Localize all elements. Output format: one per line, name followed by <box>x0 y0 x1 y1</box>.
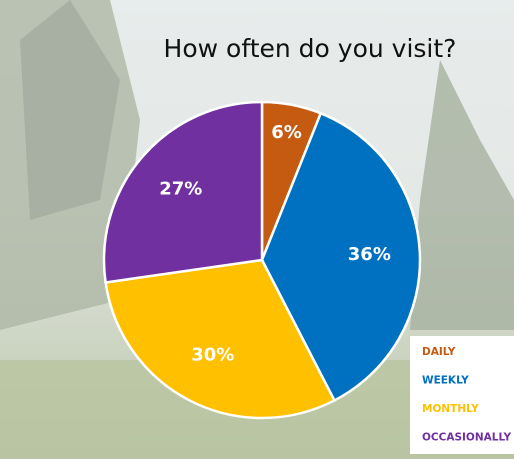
data-label: 6% <box>271 122 302 143</box>
legend: DAILY WEEKLY MONTHLY OCCASIONALLY <box>410 336 514 454</box>
pie: 6% 36% 30% 27% <box>102 100 422 420</box>
pie-slice <box>260 111 422 403</box>
legend-label: OCCASIONALLY <box>422 432 512 444</box>
chart-title: How often do you visit? <box>164 34 457 63</box>
legend-box <box>410 336 514 454</box>
legend-label: WEEKLY <box>422 375 469 387</box>
pie-slice <box>104 258 337 420</box>
pie-slice <box>102 100 264 284</box>
data-label: 36% <box>348 244 391 265</box>
legend-label: DAILY <box>422 346 456 358</box>
legend-label: MONTHLY <box>422 403 479 415</box>
data-label: 27% <box>159 179 202 200</box>
data-label: 30% <box>191 344 234 365</box>
